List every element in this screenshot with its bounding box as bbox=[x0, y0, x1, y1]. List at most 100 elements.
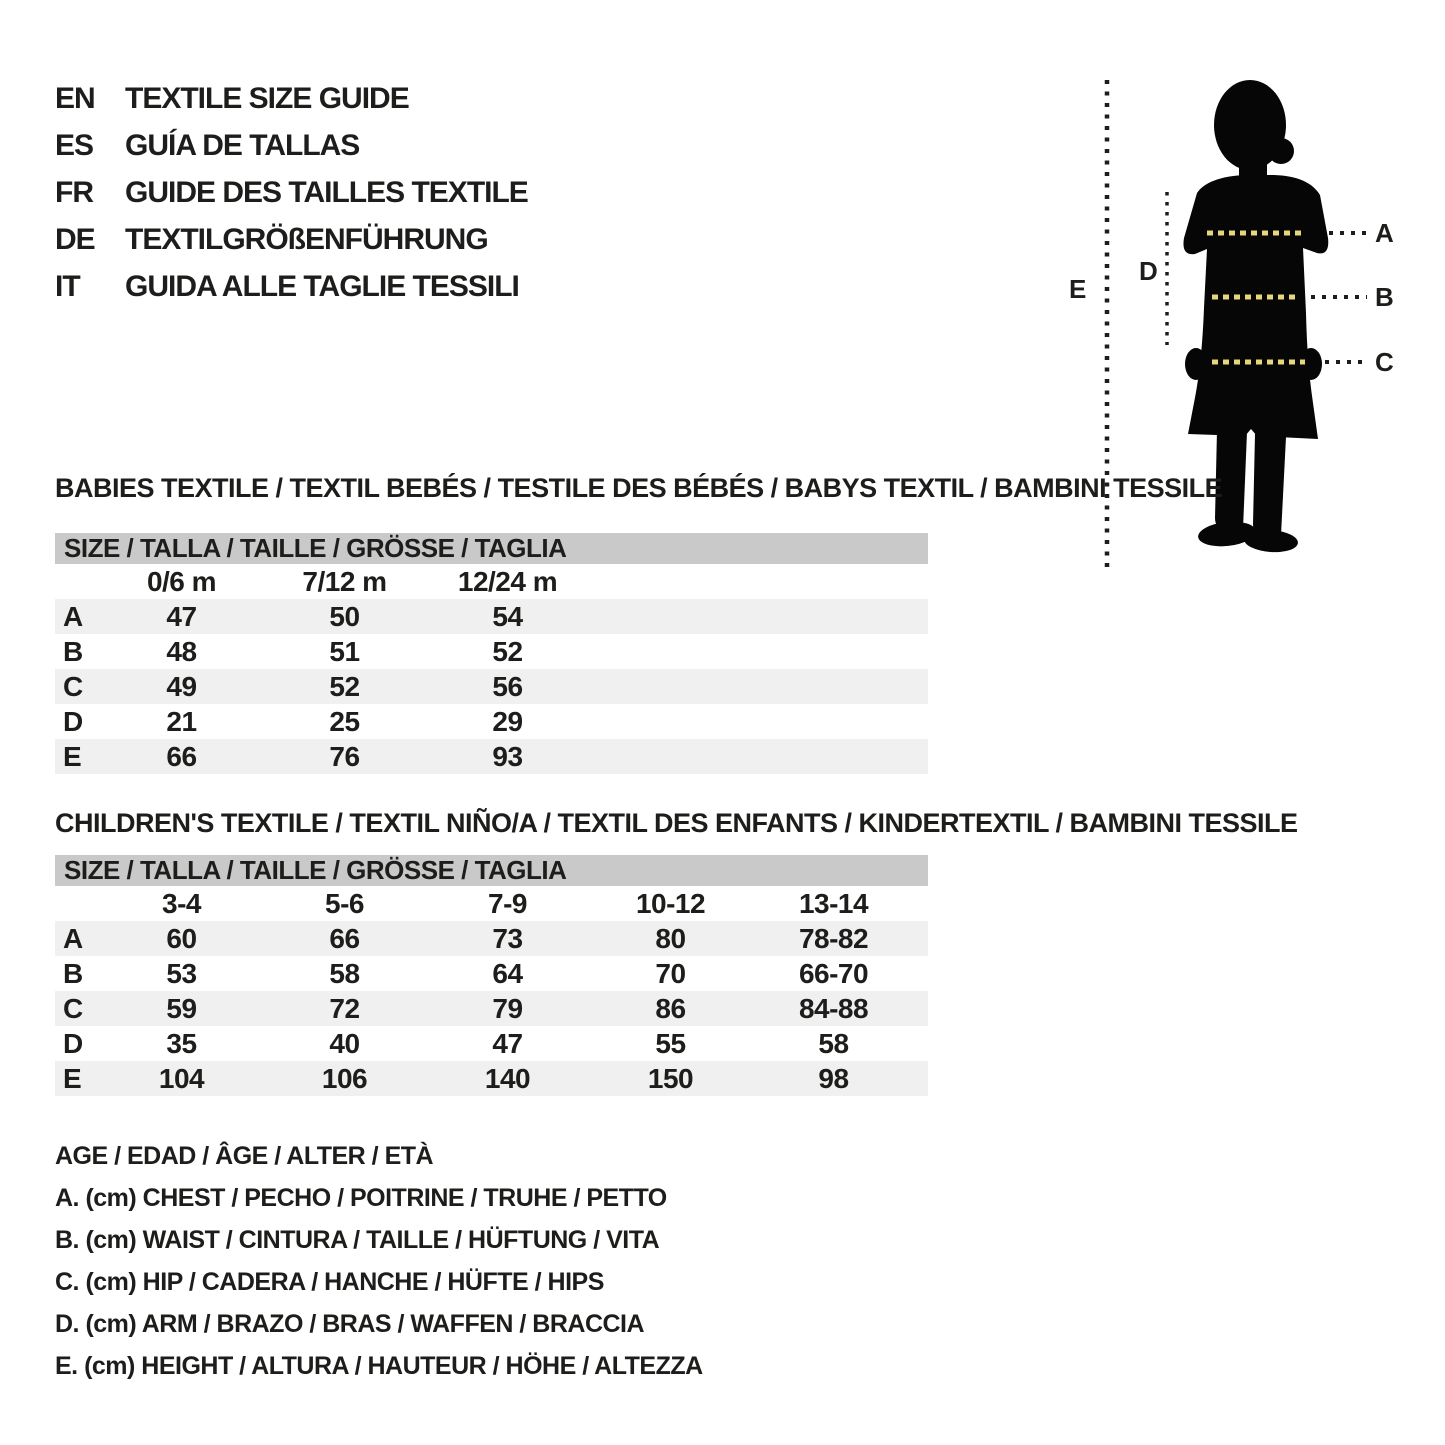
table-cell: 40 bbox=[329, 1027, 360, 1059]
column-header: 5-6 bbox=[325, 887, 364, 919]
row-label: E bbox=[63, 740, 82, 772]
table-cell: 73 bbox=[492, 922, 523, 954]
legend-arm: D. (cm) ARM / BRAZO / BRAS / WAFFEN / BR… bbox=[55, 1310, 645, 1338]
lang-title: GUIDA ALLE TAGLIE TESSILI bbox=[125, 270, 520, 303]
table-cell: 21 bbox=[166, 705, 197, 737]
column-header: 7-9 bbox=[488, 887, 527, 919]
table-row-c: C 59 72 79 86 84-88 bbox=[55, 991, 928, 1026]
children-section-title: CHILDREN'S TEXTILE / TEXTIL NIÑO/A / TEX… bbox=[55, 808, 1298, 838]
table-cell: 104 bbox=[158, 1062, 205, 1094]
size-header-bar: SIZE / TALLA / TAILLE / GRÖSSE / TAGLIA bbox=[55, 855, 928, 886]
table-cell: 93 bbox=[492, 740, 523, 772]
table-cell: 150 bbox=[647, 1062, 694, 1094]
table-row-a: A 60 66 73 80 78-82 bbox=[55, 921, 928, 956]
table-cell: 72 bbox=[329, 992, 360, 1024]
column-header: 12/24 m bbox=[457, 565, 558, 597]
table-cell: 35 bbox=[166, 1027, 197, 1059]
table-cell: 60 bbox=[166, 922, 197, 954]
lang-row-it: IT GUIDA ALLE TAGLIE TESSILI bbox=[55, 272, 528, 302]
lang-row-en: EN TEXTILE SIZE GUIDE bbox=[55, 84, 528, 114]
table-row-d: D 35 40 47 55 58 bbox=[55, 1026, 928, 1061]
table-cell: 47 bbox=[166, 600, 197, 632]
babies-size-table: SIZE / TALLA / TAILLE / GRÖSSE / TAGLIA … bbox=[55, 533, 928, 774]
column-header: 0/6 m bbox=[146, 565, 217, 597]
table-cell: 48 bbox=[166, 635, 197, 667]
table-cell: 98 bbox=[818, 1062, 849, 1094]
legend-age: AGE / EDAD / ÂGE / ALTER / ETÀ bbox=[55, 1142, 434, 1170]
row-label: D bbox=[63, 705, 83, 737]
table-cell: 56 bbox=[492, 670, 523, 702]
row-label: A bbox=[63, 600, 83, 632]
babies-section-title: BABIES TEXTILE / TEXTIL BEBÉS / TESTILE … bbox=[55, 473, 1223, 503]
legend-height: E. (cm) HEIGHT / ALTURA / HAUTEUR / HÖHE… bbox=[55, 1352, 703, 1380]
table-cell: 66-70 bbox=[798, 957, 869, 989]
row-label: B bbox=[63, 957, 83, 989]
column-header: 10-12 bbox=[635, 887, 706, 919]
silhouette-shape bbox=[1183, 80, 1329, 553]
table-cell: 66 bbox=[329, 922, 360, 954]
legend-chest: A. (cm) CHEST / PECHO / POITRINE / TRUHE… bbox=[55, 1184, 667, 1212]
lang-row-de: DE TEXTILGRÖßENFÜHRUNG bbox=[55, 225, 528, 255]
row-label: D bbox=[63, 1027, 83, 1059]
lang-title: TEXTILGRÖßENFÜHRUNG bbox=[125, 223, 489, 256]
table-cell: 25 bbox=[329, 705, 360, 737]
table-cell: 66 bbox=[166, 740, 197, 772]
label-e: E bbox=[1069, 274, 1086, 304]
table-cell: 59 bbox=[166, 992, 197, 1024]
table-cell: 86 bbox=[655, 992, 686, 1024]
lang-code: FR bbox=[55, 176, 94, 209]
lang-code: EN bbox=[55, 82, 96, 115]
label-c: C bbox=[1375, 347, 1394, 377]
label-d: D bbox=[1139, 256, 1158, 286]
label-a: A bbox=[1375, 218, 1394, 248]
row-label: B bbox=[63, 635, 83, 667]
table-cell: 55 bbox=[655, 1027, 686, 1059]
label-b: B bbox=[1375, 282, 1394, 312]
table-cell: 50 bbox=[329, 600, 360, 632]
table-cell: 84-88 bbox=[798, 992, 869, 1024]
table-cell: 106 bbox=[321, 1062, 368, 1094]
lang-title: TEXTILE SIZE GUIDE bbox=[125, 82, 410, 115]
table-row-b: B 53 58 64 70 66-70 bbox=[55, 956, 928, 991]
table-cell: 58 bbox=[329, 957, 360, 989]
row-label: E bbox=[63, 1062, 82, 1094]
legend-hip: C. (cm) HIP / CADERA / HANCHE / HÜFTE / … bbox=[55, 1268, 604, 1296]
table-cell: 54 bbox=[492, 600, 523, 632]
column-header: 13-14 bbox=[798, 887, 869, 919]
lang-row-es: ES GUÍA DE TALLAS bbox=[55, 131, 528, 161]
table-cell: 29 bbox=[492, 705, 523, 737]
table-cell: 79 bbox=[492, 992, 523, 1024]
measurement-diagram: A B C D E bbox=[1055, 68, 1405, 578]
table-row-c: C 49 52 56 bbox=[55, 669, 928, 704]
table-cell: 78-82 bbox=[798, 922, 869, 954]
measurement-legend: AGE / EDAD / ÂGE / ALTER / ETÀ A. (cm) C… bbox=[55, 1141, 703, 1381]
row-label: A bbox=[63, 922, 83, 954]
table-cell: 53 bbox=[166, 957, 197, 989]
column-header-row: 0/6 m 7/12 m 12/24 m bbox=[55, 564, 928, 599]
table-cell: 64 bbox=[492, 957, 523, 989]
table-cell: 140 bbox=[484, 1062, 531, 1094]
table-cell: 58 bbox=[818, 1027, 849, 1059]
lang-code: IT bbox=[55, 270, 81, 303]
row-label: C bbox=[63, 992, 83, 1024]
table-row-d: D 21 25 29 bbox=[55, 704, 928, 739]
child-silhouette-figure: A B C D E bbox=[1069, 80, 1394, 570]
column-header: 3-4 bbox=[162, 887, 201, 919]
lang-row-fr: FR GUIDE DES TAILLES TEXTILE bbox=[55, 176, 529, 209]
size-header-bar: SIZE / TALLA / TAILLE / GRÖSSE / TAGLIA bbox=[55, 533, 928, 564]
table-cell: 70 bbox=[655, 957, 686, 989]
column-header: 7/12 m bbox=[302, 565, 387, 597]
table-cell: 76 bbox=[329, 740, 360, 772]
lang-title: GUIDE DES TAILLES TEXTILE bbox=[125, 176, 529, 209]
lang-title: GUÍA DE TALLAS bbox=[125, 129, 360, 162]
row-label: C bbox=[63, 670, 83, 702]
table-cell: 47 bbox=[492, 1027, 523, 1059]
language-title-block: EN TEXTILE SIZE GUIDE ES GUÍA DE TALLAS … bbox=[55, 84, 529, 302]
table-row-e: E 104 106 140 150 98 bbox=[55, 1061, 928, 1096]
table-cell: 52 bbox=[492, 635, 523, 667]
legend-waist: B. (cm) WAIST / CINTURA / TAILLE / HÜFTU… bbox=[55, 1226, 660, 1254]
table-row-a: A 47 50 54 bbox=[55, 599, 928, 634]
column-header-row: 3-4 5-6 7-9 10-12 13-14 bbox=[55, 886, 928, 921]
table-cell: 49 bbox=[166, 670, 197, 702]
